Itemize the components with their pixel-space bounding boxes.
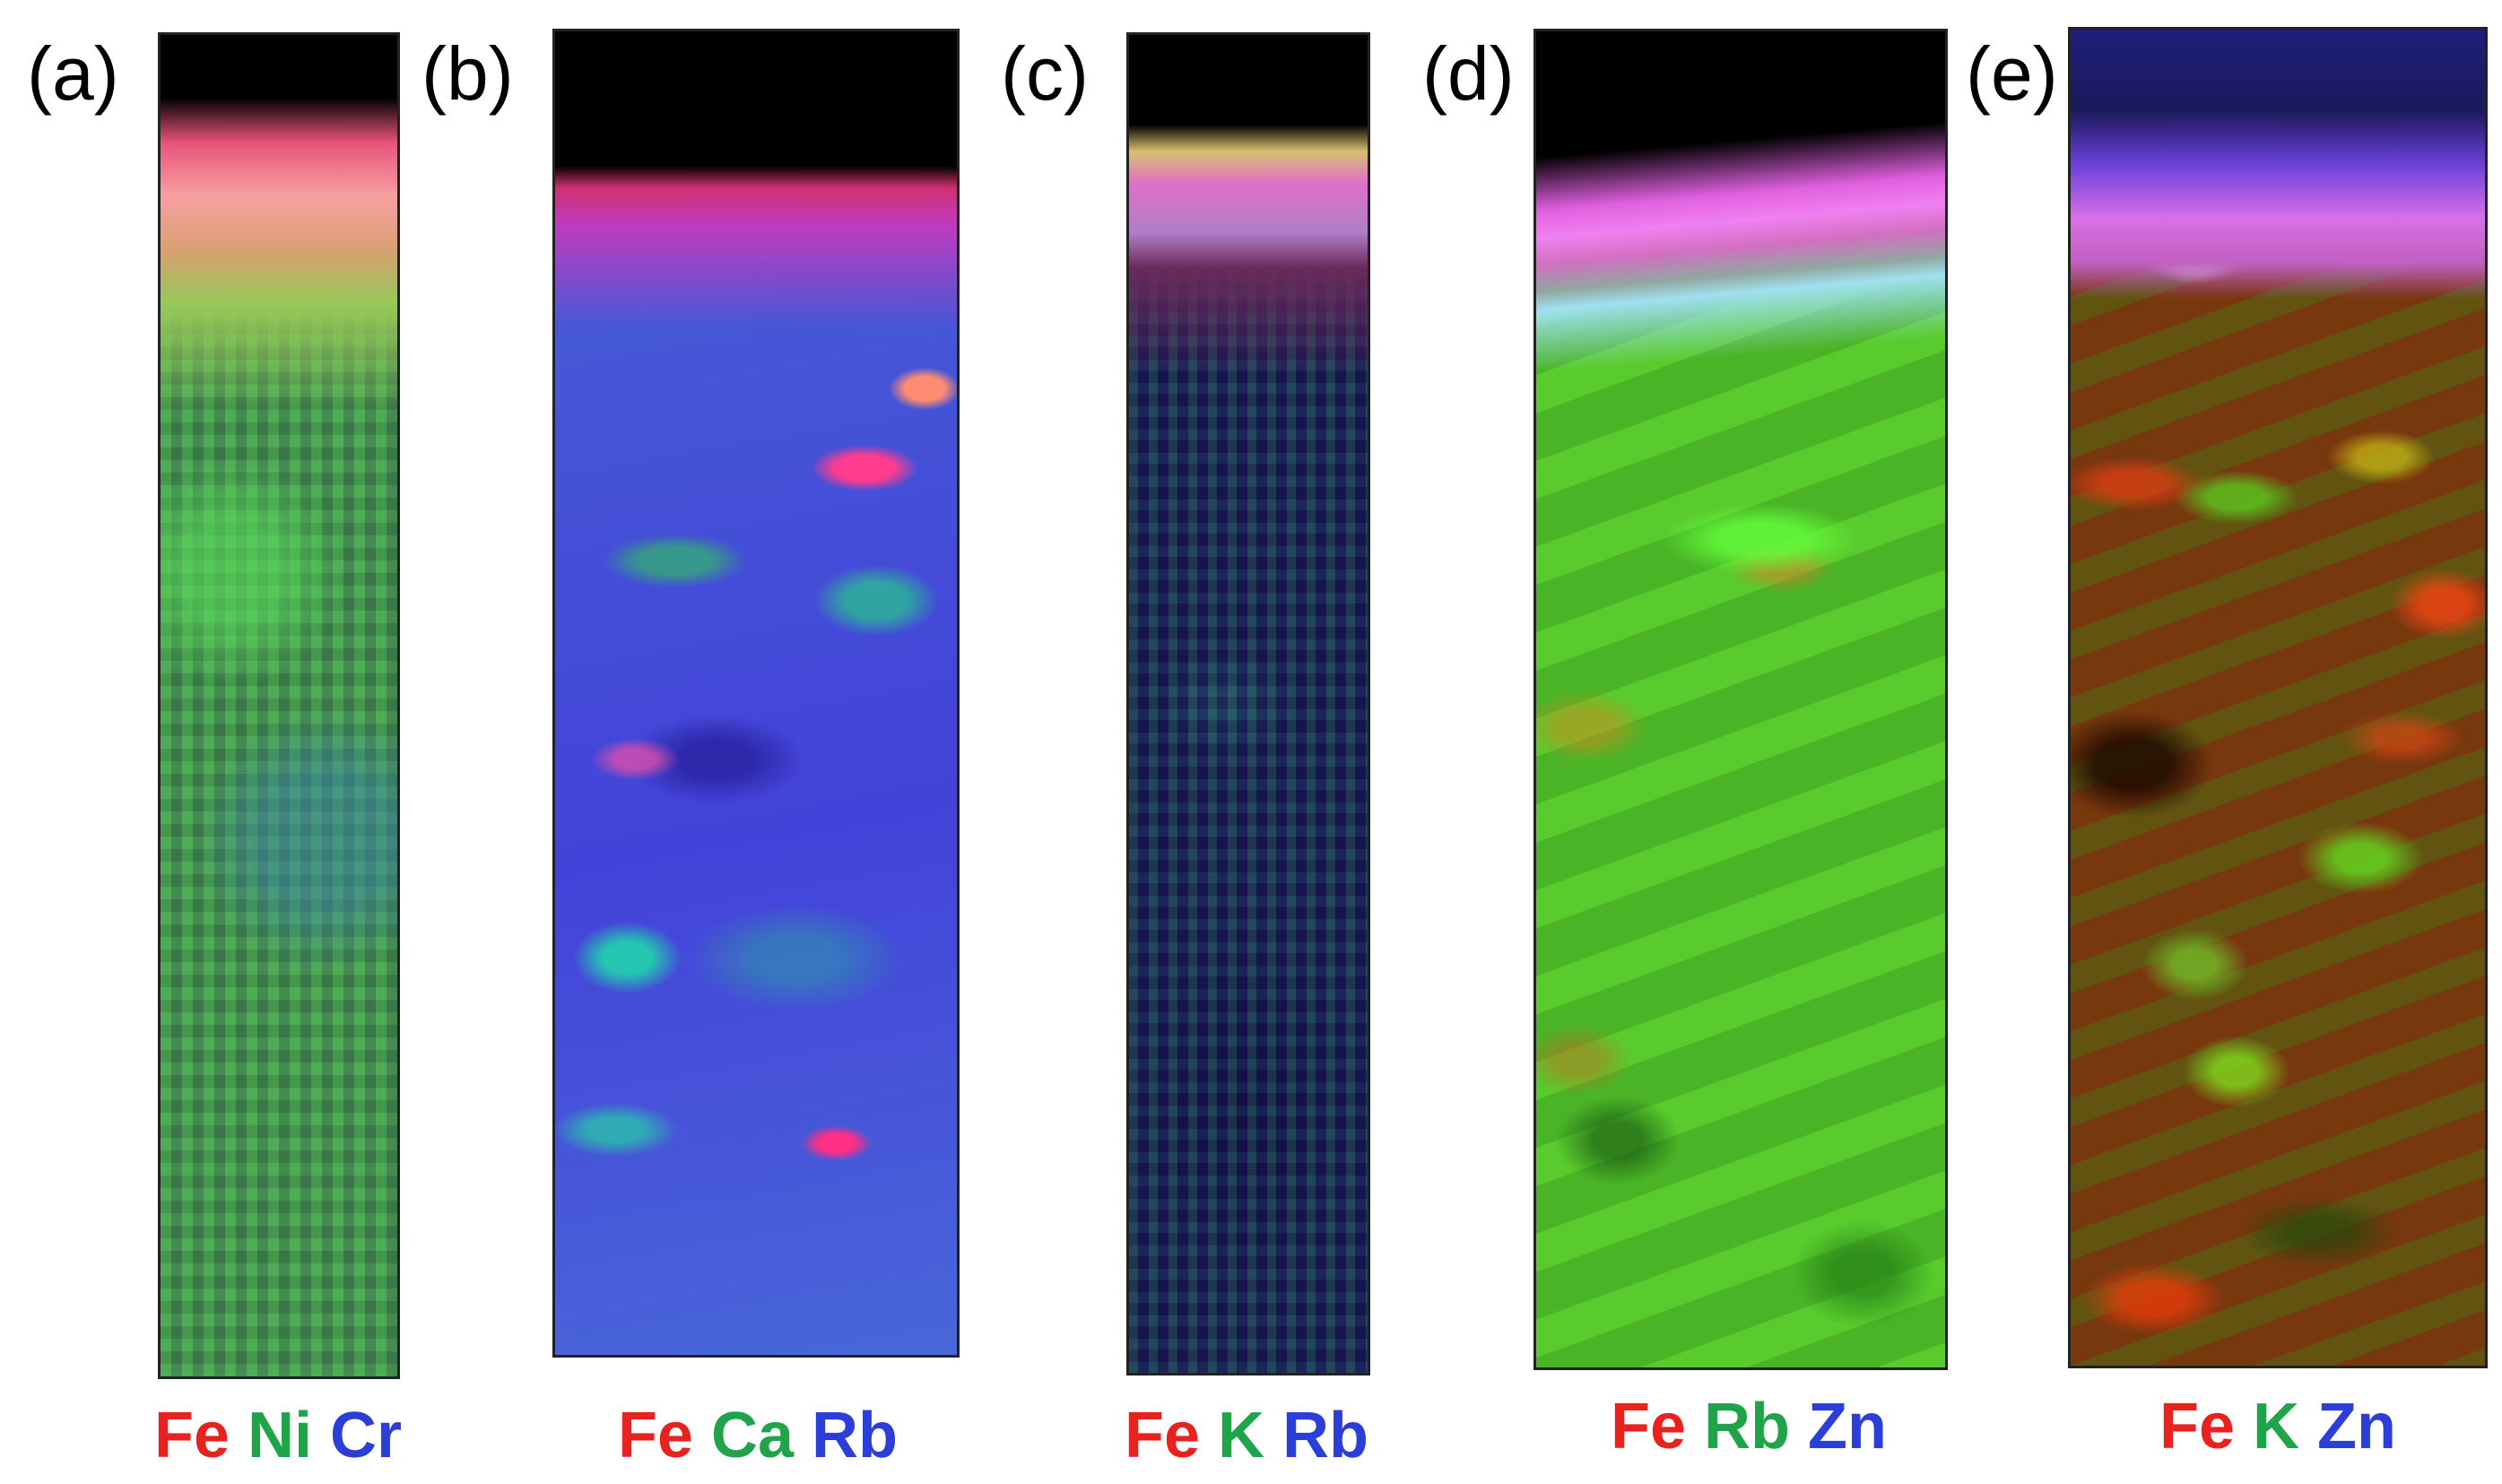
legend-element-red: Fe [1611,1391,1687,1462]
legend-b: Fe Ca Rb [601,1403,915,1484]
legend-element-red: Fe [617,1400,693,1471]
panel-label-c: (c) [1001,31,1089,116]
legend-element-green: Rb [1704,1391,1791,1462]
map-surface-layer [1129,35,1368,1373]
legend-c: Fe K Rb [1112,1403,1381,1484]
map-surface-layer [1536,31,1945,1367]
element-map-c [1126,32,1370,1376]
legend-d: Fe Rb Zn [1596,1394,1901,1475]
panel-label-e: (e) [1966,31,2058,116]
legend-element-green: K [1218,1400,1265,1471]
legend-element-red: Fe [1124,1400,1201,1471]
legend-element-blue: Rb [1282,1400,1368,1471]
legend-a: Fe Ni Cr [143,1403,413,1484]
legend-element-green: Ni [248,1400,312,1471]
panel-label-d: (d) [1422,31,1515,116]
element-map-a [158,32,400,1379]
element-map-e [2068,27,2488,1368]
legend-element-red: Fe [2159,1391,2236,1462]
legend-element-blue: Zn [1808,1391,1887,1462]
legend-element-green: Ca [711,1400,795,1471]
legend-element-green: K [2253,1391,2300,1462]
element-map-b [552,29,960,1358]
legend-element-blue: Zn [2317,1391,2396,1462]
map-surface-layer [555,31,957,1355]
panel-label-b: (b) [421,31,514,116]
map-surface-layer [2071,30,2485,1366]
legend-element-blue: Rb [812,1400,899,1471]
legend-e: Fe K Zn [2143,1394,2412,1475]
element-map-d [1533,29,1948,1370]
legend-element-blue: Cr [330,1400,403,1471]
legend-element-red: Fe [153,1400,230,1471]
panel-label-a: (a) [27,31,119,116]
map-surface-layer [161,35,397,1376]
